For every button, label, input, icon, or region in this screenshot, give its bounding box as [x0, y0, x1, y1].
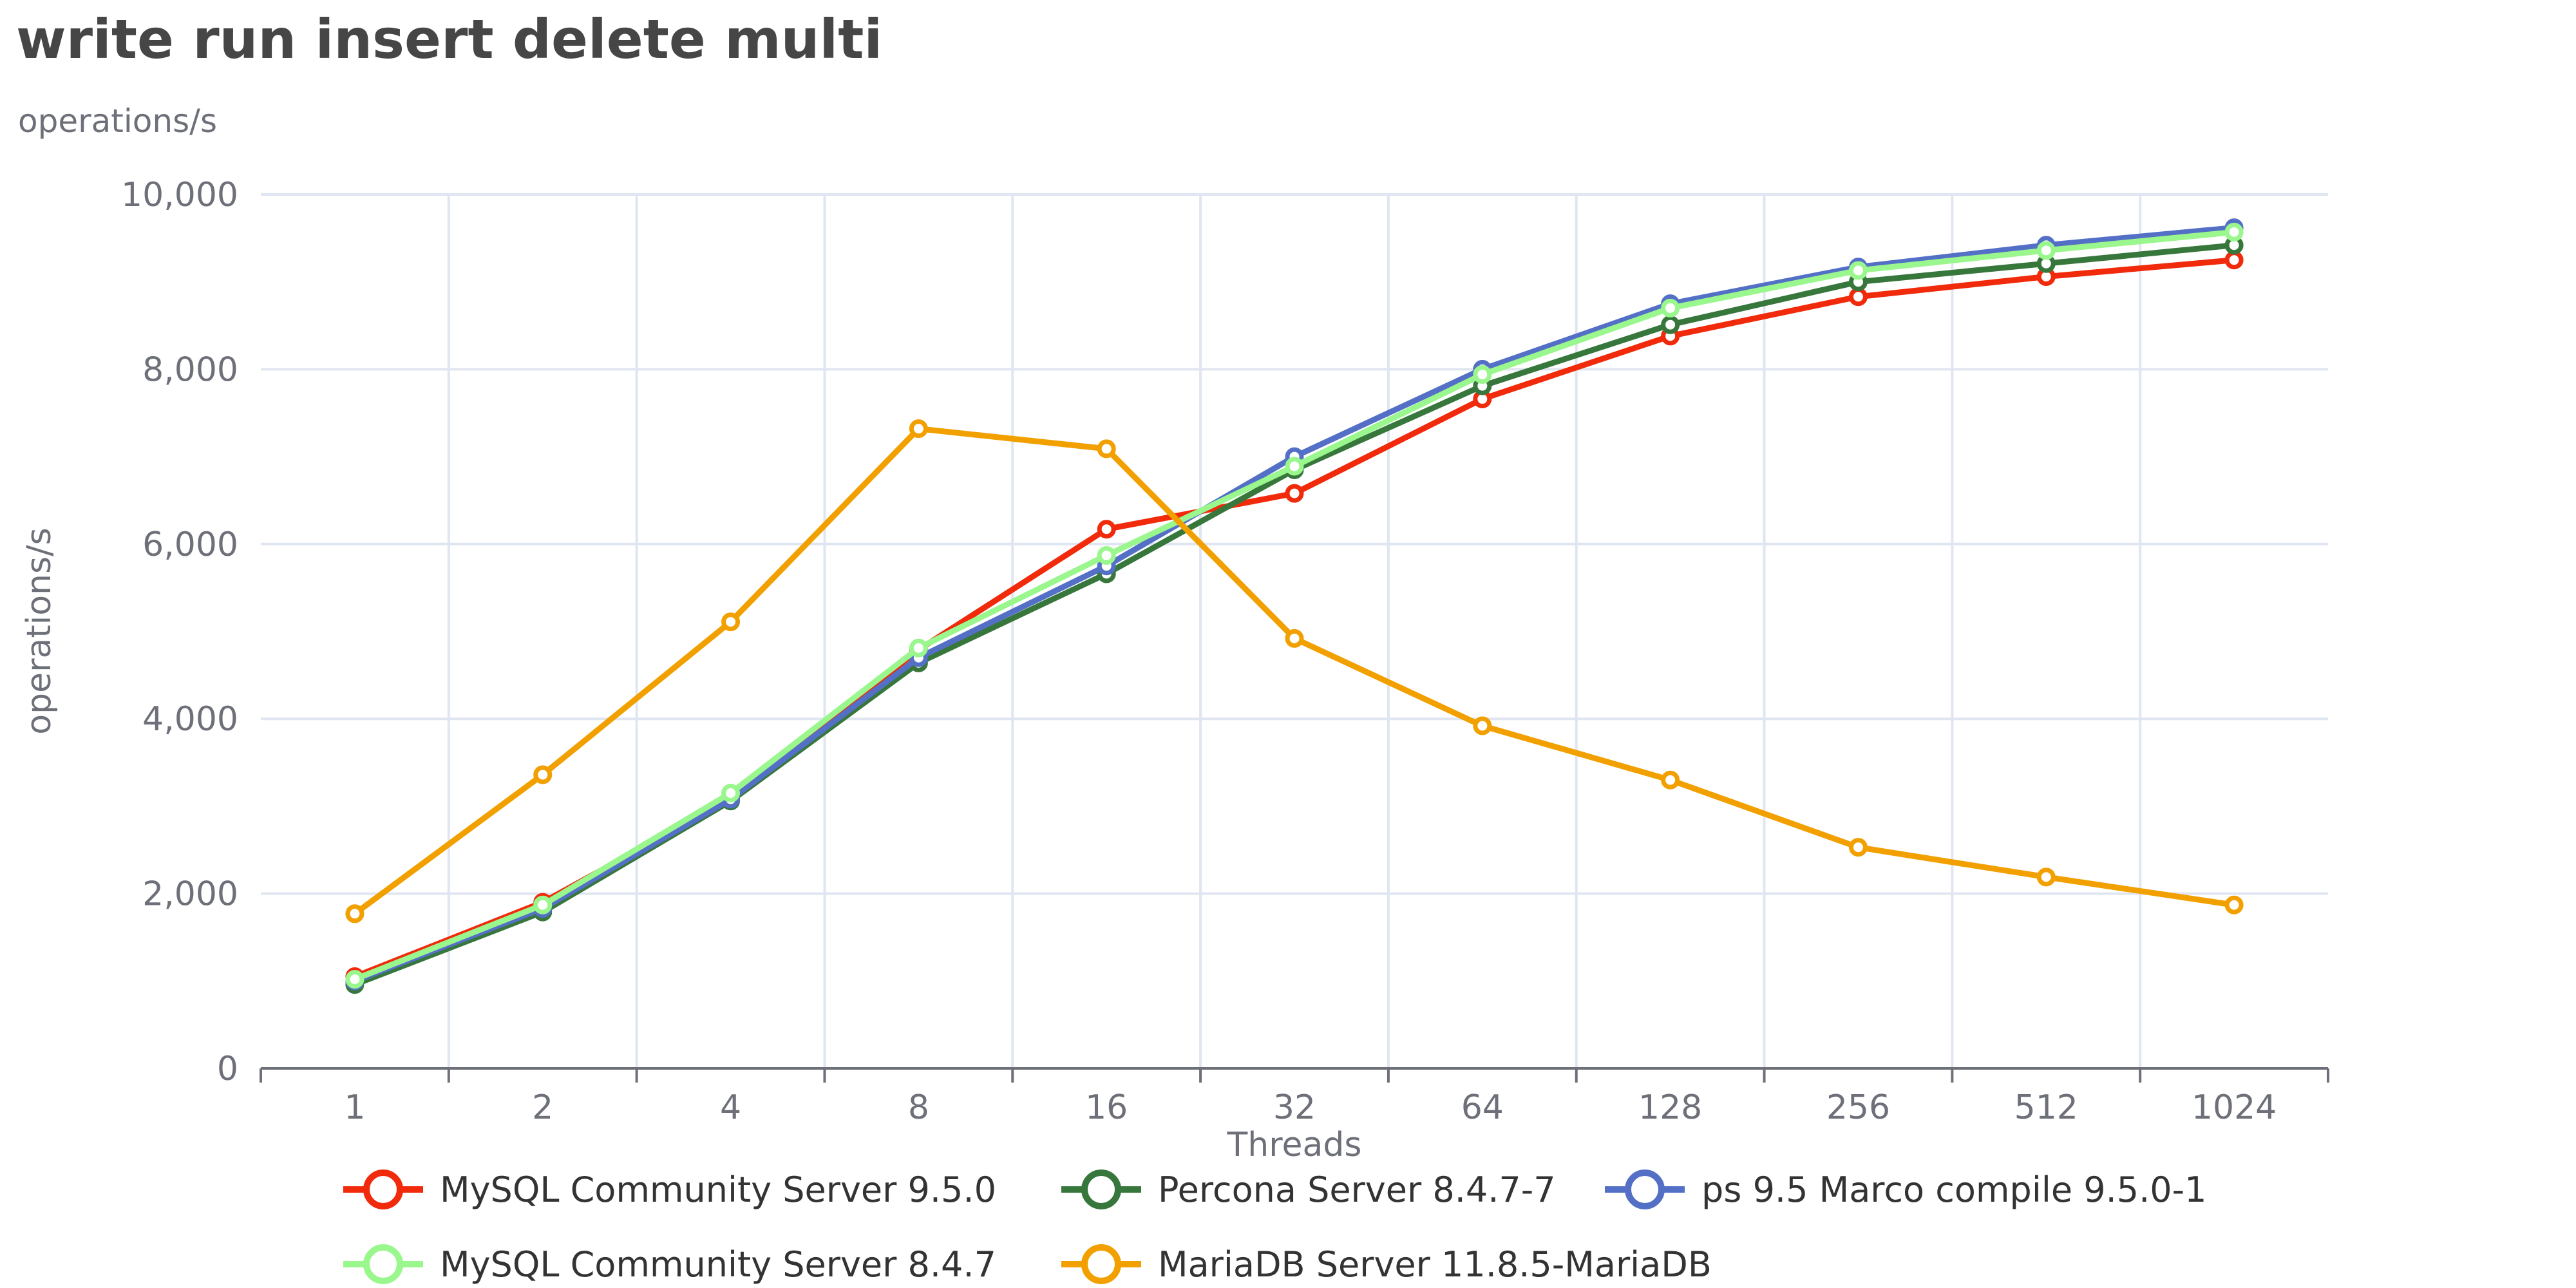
x-tick-label: 2: [532, 1088, 553, 1127]
y-tick-label: 4,000: [142, 700, 238, 739]
series-1: [345, 236, 2244, 994]
data-point: [2036, 867, 2056, 887]
data-point: [1848, 261, 1868, 280]
x-tick-label: 128: [1638, 1088, 1702, 1127]
data-point: [2224, 251, 2244, 270]
legend-item[interactable]: ps 9.5 Marco compile 9.5.0-1: [1605, 1170, 2206, 1210]
legend-label: ps 9.5 Marco compile 9.5.0-1: [1701, 1170, 2206, 1210]
data-point: [2224, 222, 2244, 242]
series-3: [345, 222, 2244, 989]
x-tick-label: 1024: [2192, 1088, 2277, 1127]
data-point: [1097, 439, 1116, 459]
x-axis: 1 2 4 8 16 32 64 128 256 512 1024: [260, 1067, 2329, 1127]
y-tick-label: 0: [217, 1050, 238, 1088]
data-point: [1848, 838, 1868, 857]
y-tick-label: 6,000: [142, 526, 238, 564]
data-point: [721, 784, 741, 803]
legend-item[interactable]: MySQL Community Server 8.4.7: [343, 1244, 996, 1285]
legend-marker-icon: [1625, 1170, 1665, 1209]
series-4: [345, 419, 2244, 923]
legend: MySQL Community Server 9.5.0 Percona Serv…: [343, 1170, 2206, 1285]
legend-label: MySQL Community Server 9.5.0: [440, 1170, 996, 1210]
legend-marker-icon: [1081, 1170, 1121, 1209]
data-point: [1473, 716, 1492, 735]
legend-marker-icon: [1081, 1244, 1121, 1284]
data-point: [909, 638, 928, 658]
series-group: [345, 218, 2244, 994]
data-point: [1848, 287, 1868, 307]
data-point: [1661, 298, 1680, 317]
x-tick-label: 64: [1461, 1088, 1504, 1127]
series-2: [345, 218, 2244, 990]
chart-subtitle: operations/s: [18, 102, 217, 140]
data-point: [1285, 484, 1304, 503]
data-point: [721, 612, 741, 632]
data-point: [533, 765, 553, 784]
legend-marker-icon: [363, 1244, 403, 1284]
data-point: [345, 904, 365, 923]
legend-label: MariaDB Server 11.8.5-MariaDB: [1158, 1244, 1712, 1285]
x-tick-label: 512: [2014, 1088, 2078, 1127]
x-axis-label: Threads: [1227, 1126, 1362, 1164]
data-point: [1661, 770, 1680, 790]
data-point: [345, 970, 365, 989]
data-point: [1285, 629, 1304, 648]
y-tick-label: 2,000: [142, 875, 238, 914]
legend-item[interactable]: MariaDB Server 11.8.5-MariaDB: [1061, 1244, 1712, 1285]
legend-label: Percona Server 8.4.7-7: [1158, 1170, 1556, 1210]
x-tick-label: 1: [344, 1088, 365, 1127]
data-point: [2224, 895, 2244, 914]
data-point: [1285, 457, 1304, 476]
data-point: [1473, 365, 1492, 384]
y-axis-label: operations/s: [20, 527, 59, 734]
legend-label: MySQL Community Server 8.4.7: [440, 1244, 996, 1285]
y-tick-label: 10,000: [121, 176, 238, 214]
y-tick-label: 8,000: [142, 350, 238, 389]
chart-title: write run insert delete multi: [16, 8, 882, 71]
x-tick-label: 32: [1273, 1088, 1316, 1127]
y-axis: 0 2,000 4,000 6,000 8,000 10,000: [121, 176, 238, 1088]
data-point: [1097, 545, 1116, 565]
x-tick-label: 4: [720, 1088, 741, 1127]
series-0: [345, 251, 2244, 987]
legend-item[interactable]: Percona Server 8.4.7-7: [1061, 1170, 1556, 1210]
x-tick-label: 8: [908, 1088, 929, 1127]
data-point: [1661, 315, 1680, 334]
x-tick-label: 256: [1826, 1088, 1890, 1127]
legend-marker-icon: [363, 1170, 403, 1209]
legend-item[interactable]: MySQL Community Server 9.5.0: [343, 1170, 996, 1210]
data-point: [533, 895, 553, 914]
data-point: [909, 419, 928, 439]
x-tick-label: 16: [1085, 1088, 1128, 1127]
data-point: [1097, 520, 1116, 539]
data-point: [2036, 241, 2056, 260]
